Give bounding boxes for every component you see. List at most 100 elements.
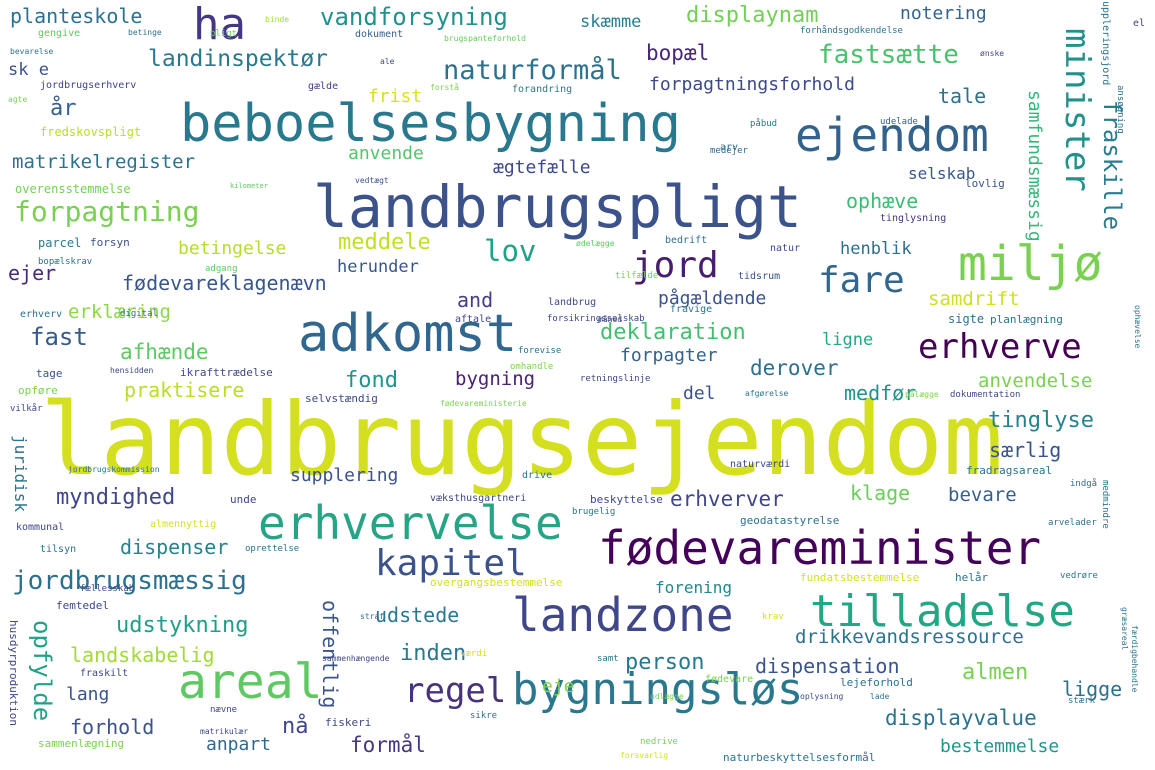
cloud-word: ale xyxy=(380,57,395,66)
cloud-word: erhverve xyxy=(918,327,1082,367)
cloud-word: samdrift xyxy=(928,288,1020,310)
cloud-word: forsvarlig xyxy=(620,751,669,760)
cloud-word: tinglyse xyxy=(988,408,1094,433)
cloud-word: tidsrum xyxy=(738,271,781,282)
cloud-word: vedtægt xyxy=(355,176,389,185)
cloud-word: binde xyxy=(265,15,290,24)
cloud-word: fødevare xyxy=(705,674,754,685)
cloud-word: udstykning xyxy=(116,613,249,638)
cloud-word: omhandle xyxy=(510,362,554,372)
cloud-word: unde xyxy=(230,493,257,506)
cloud-word: geodatastyrelse xyxy=(740,514,840,527)
cloud-word: juridisk xyxy=(11,435,30,513)
cloud-word: herunder xyxy=(337,257,419,277)
cloud-word: hensidden xyxy=(110,366,154,375)
cloud-word: afgørelse xyxy=(745,389,789,398)
cloud-word: retningslinje xyxy=(580,374,651,384)
cloud-word: pågældende xyxy=(658,288,767,309)
cloud-word: udstede xyxy=(375,603,460,627)
cloud-word: landinspektør xyxy=(148,46,329,72)
cloud-word: adgang xyxy=(205,264,238,274)
cloud-word: fællesskab xyxy=(80,584,135,594)
cloud-word: skæmme xyxy=(580,12,642,32)
cloud-word: forstå xyxy=(430,83,459,92)
cloud-word: fastsætte xyxy=(818,40,959,70)
cloud-word: inden xyxy=(400,641,467,666)
cloud-word: henblik xyxy=(840,239,912,259)
cloud-word: dokumentation xyxy=(950,390,1021,400)
cloud-word: displaynam xyxy=(686,3,819,28)
cloud-word: and xyxy=(457,288,494,312)
cloud-word: fare xyxy=(818,260,905,301)
cloud-word: ophævelse xyxy=(1133,305,1142,349)
cloud-word: opføre xyxy=(18,384,58,397)
cloud-word: sigte xyxy=(948,312,985,326)
cloud-word: fiskeri xyxy=(325,716,372,729)
cloud-word: displayvalue xyxy=(885,706,1037,730)
cloud-word: frist xyxy=(368,86,423,107)
cloud-word: fødevareklagenævn xyxy=(122,271,327,295)
cloud-word: oplysning xyxy=(800,692,844,701)
cloud-word: lang xyxy=(66,684,110,705)
cloud-word: erhvervelse xyxy=(258,496,563,550)
cloud-word: forpagtning xyxy=(14,195,200,228)
cloud-word: parcel xyxy=(38,236,82,250)
cloud-word: værdi xyxy=(460,649,488,659)
cloud-word: arvelader xyxy=(1048,518,1097,528)
cloud-word: ligge xyxy=(1062,677,1123,701)
cloud-word: natur xyxy=(770,243,801,254)
cloud-word: erhverver xyxy=(670,487,784,511)
cloud-word: aftale xyxy=(455,314,492,325)
cloud-word: udelade xyxy=(880,117,918,127)
cloud-word: græsareal xyxy=(1120,607,1129,651)
cloud-word: landskabelig xyxy=(70,643,215,667)
cloud-word: vedrøre xyxy=(1060,571,1098,581)
cloud-word: bopæl xyxy=(646,41,710,65)
cloud-word: ødelægge xyxy=(576,239,615,248)
cloud-word: brugspanteforhold xyxy=(444,34,526,43)
cloud-word: derover xyxy=(750,356,839,380)
cloud-word: landbrug xyxy=(548,297,597,308)
cloud-word: betingelse xyxy=(178,238,287,259)
cloud-word: beskyttelse xyxy=(590,493,663,506)
cloud-word: tilladelse xyxy=(810,586,1075,637)
cloud-word: myndighed xyxy=(56,485,176,510)
cloud-word: naturformål xyxy=(443,55,622,86)
cloud-word: nedrive xyxy=(640,737,678,747)
cloud-word: kilometer xyxy=(230,182,268,190)
cloud-word: tilsyn xyxy=(40,544,77,555)
cloud-word: landzone xyxy=(512,588,734,642)
cloud-word: bevarelse xyxy=(10,47,54,56)
cloud-word: stærk xyxy=(1068,696,1096,706)
cloud-word: jordbrugserhverv xyxy=(40,80,137,91)
cloud-word: femtedel xyxy=(56,599,109,612)
cloud-word: medmindre xyxy=(1100,480,1110,529)
cloud-word: planlægning xyxy=(990,313,1063,326)
cloud-word: dispensation xyxy=(755,654,900,678)
cloud-word: tale xyxy=(938,84,987,108)
cloud-word: lade xyxy=(870,692,890,701)
cloud-word: naturværdi xyxy=(730,459,791,470)
cloud-word: lovlig xyxy=(965,177,1005,190)
cloud-word: selskab xyxy=(908,164,976,183)
cloud-word: forhåndsgodkendelse xyxy=(800,26,903,36)
cloud-word: vandforsyning xyxy=(320,3,508,31)
cloud-word: almennyttig xyxy=(150,519,217,530)
cloud-word: medejer xyxy=(710,146,748,156)
cloud-word: drikkevandsressource xyxy=(795,626,1024,648)
cloud-word: vilkår xyxy=(10,404,43,414)
cloud-word: klage xyxy=(850,481,911,505)
cloud-word: beboelsesbygning xyxy=(180,94,681,154)
cloud-word: samt xyxy=(597,654,619,664)
cloud-word: sammenhængende xyxy=(322,654,390,663)
cloud-word: kapitel xyxy=(375,543,527,584)
cloud-word: forsyn xyxy=(90,236,130,249)
cloud-word: del xyxy=(683,383,716,404)
cloud-word: jordbrugskommission xyxy=(68,465,160,474)
cloud-word: forhold xyxy=(70,715,155,739)
cloud-word: meddele xyxy=(338,230,431,255)
cloud-word: pålægge xyxy=(905,390,939,399)
cloud-word: husdyrproduktion xyxy=(7,620,20,726)
cloud-word: jordbrugsmæssig xyxy=(12,566,247,596)
